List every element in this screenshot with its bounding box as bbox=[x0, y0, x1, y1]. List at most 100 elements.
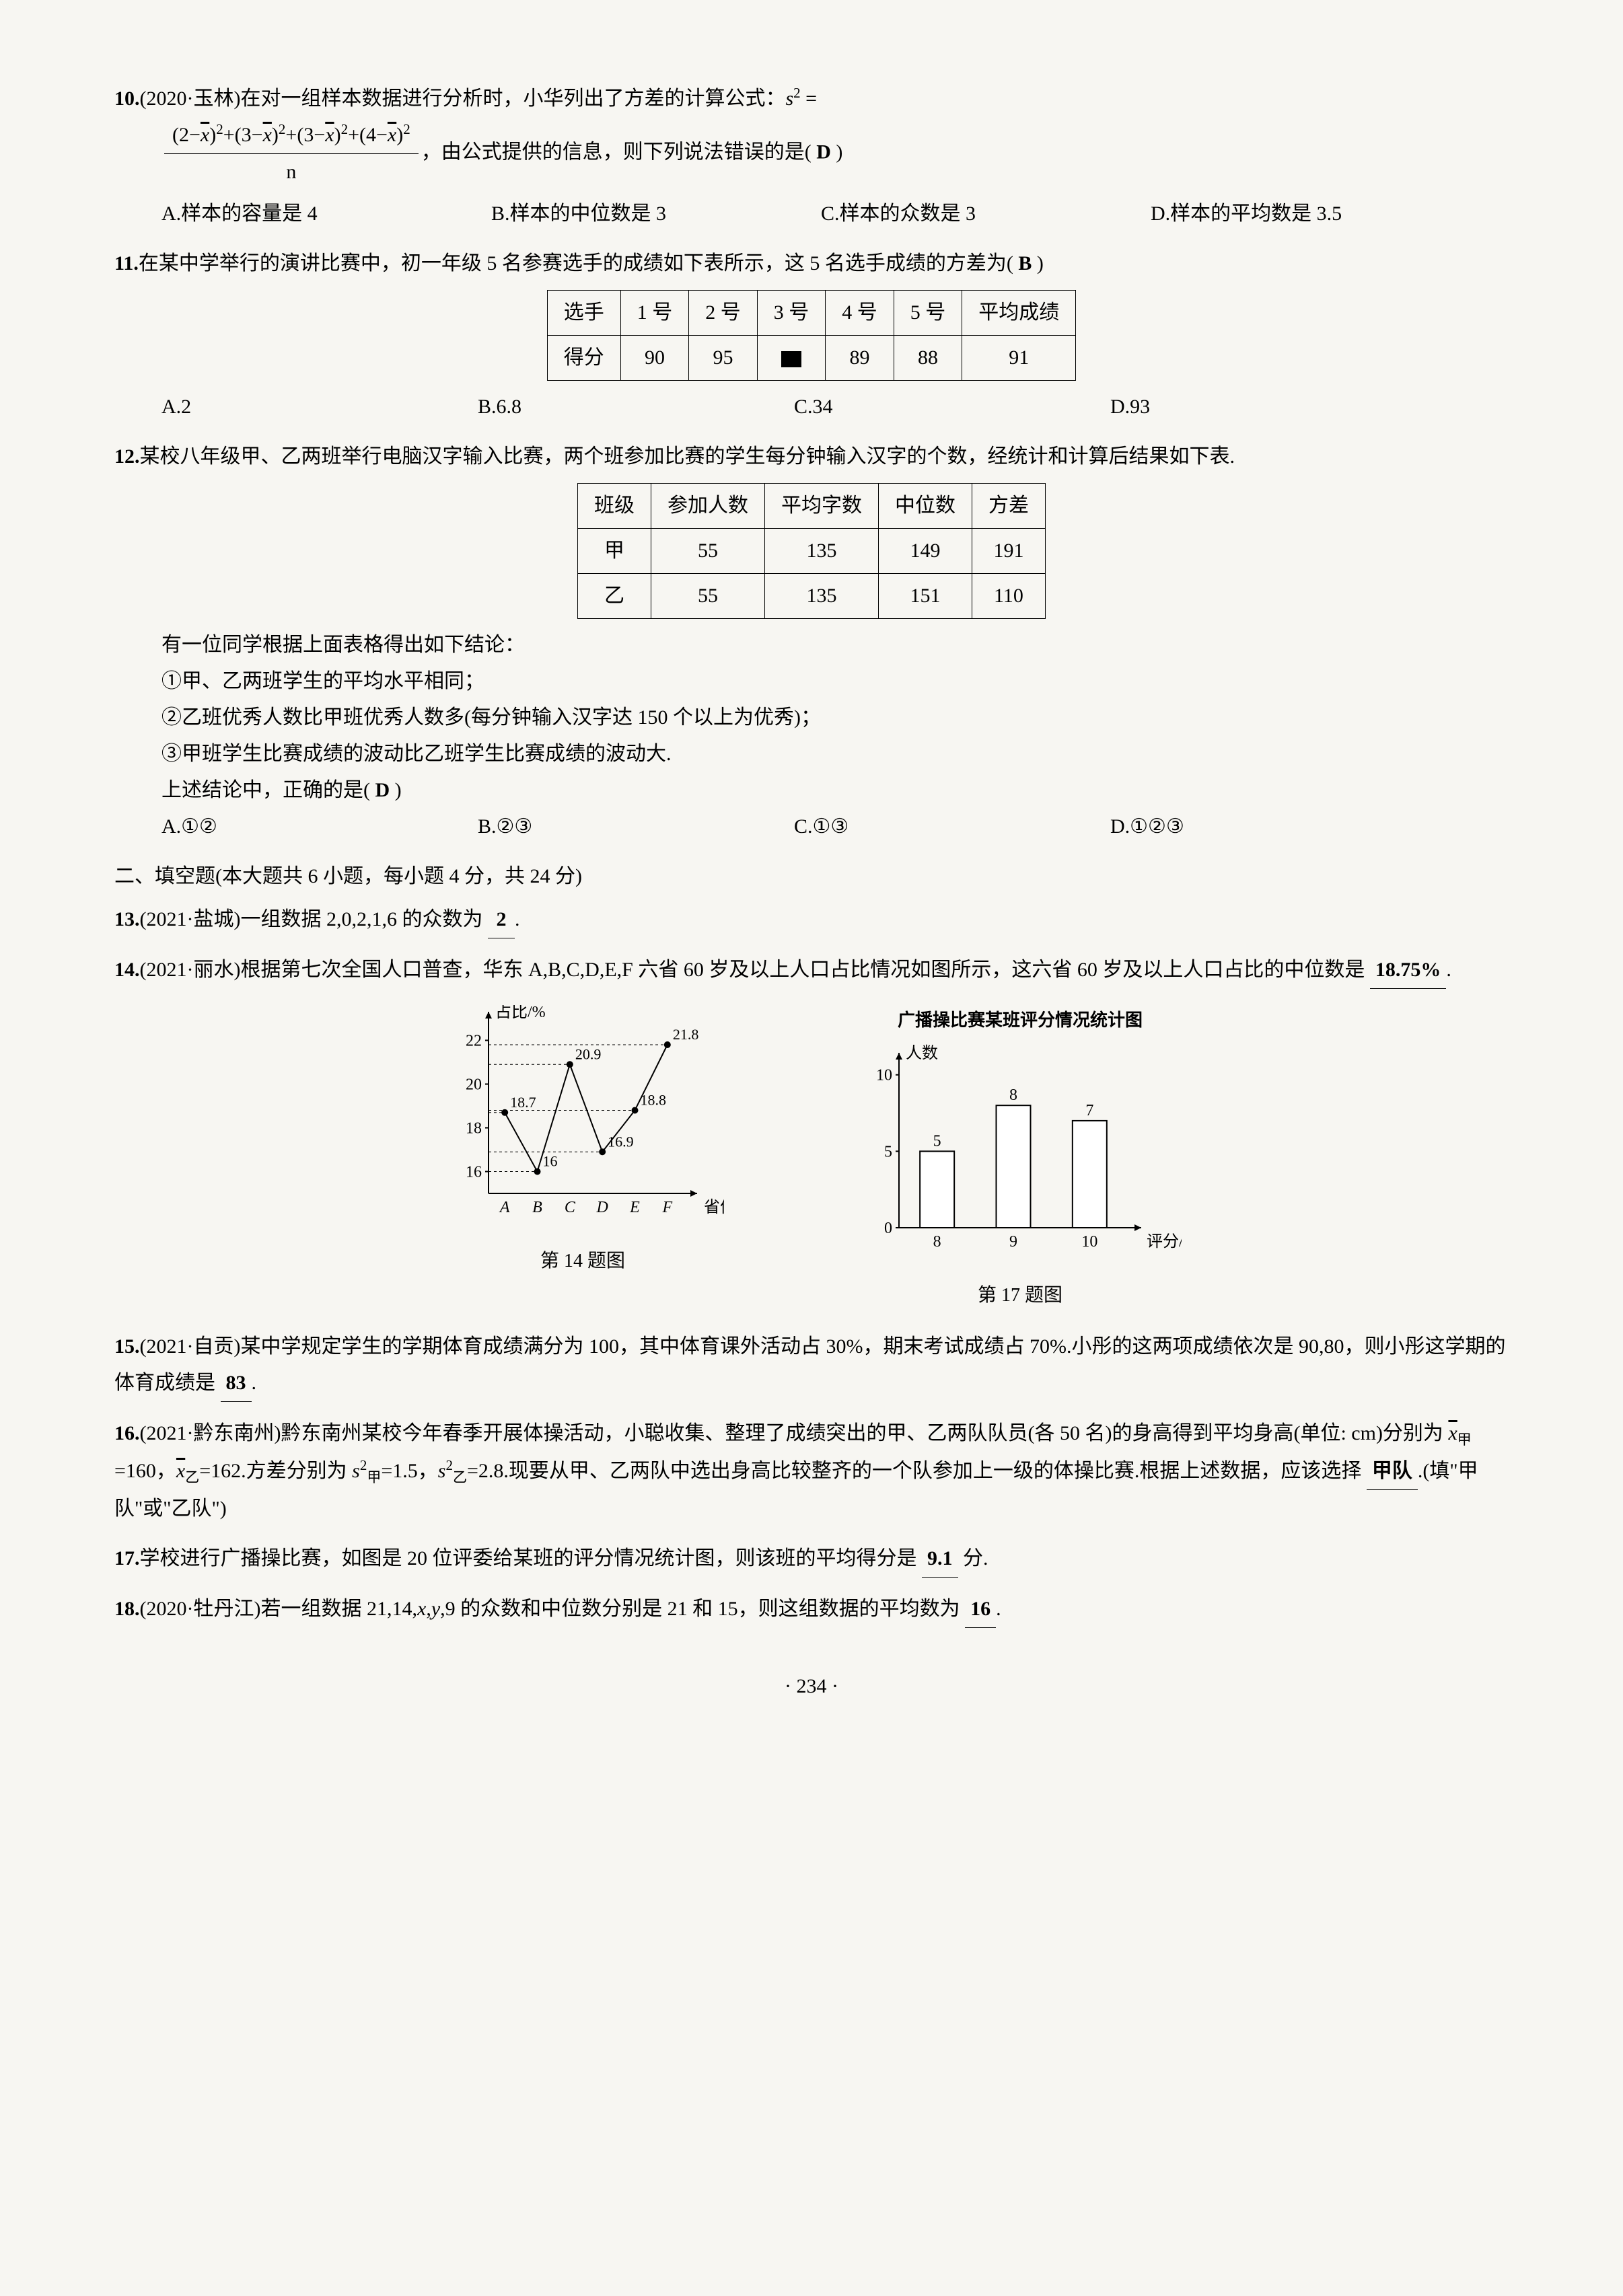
svg-text:21.8: 21.8 bbox=[673, 1026, 699, 1043]
svg-text:A: A bbox=[499, 1199, 510, 1216]
q12-line-e: 上述结论中，正确的是( D ) bbox=[114, 772, 1509, 809]
svg-text:18: 18 bbox=[466, 1120, 482, 1138]
q14-caption: 第 14 题图 bbox=[441, 1245, 724, 1278]
svg-text:省份: 省份 bbox=[704, 1198, 724, 1216]
q10-text2: ，由公式提供的信息，则下列说法错误的是( bbox=[421, 141, 812, 163]
q10-answer: D bbox=[816, 141, 831, 163]
q14-source: (2021·丽水) bbox=[140, 959, 241, 981]
q15-num: 15. bbox=[114, 1335, 140, 1358]
svg-text:占比/%: 占比/% bbox=[495, 1005, 546, 1021]
question-15: 15.(2021·自贡)某中学规定学生的学期体育成绩满分为 100，其中体育课外… bbox=[114, 1329, 1509, 1402]
q12-table-row-1: 乙 55 135 151 110 bbox=[578, 574, 1046, 619]
q14-text1: 根据第七次全国人口普查，华东 A,B,C,D,E,F 六省 60 岁及以上人口占… bbox=[240, 959, 1365, 981]
q10-frac-den: n bbox=[164, 154, 419, 190]
q12-r0c3: 149 bbox=[879, 529, 972, 574]
q16-answer: 甲队 bbox=[1367, 1453, 1418, 1490]
q12-table: 班级 参加人数 平均字数 中位数 方差 甲 55 135 149 191 乙 5… bbox=[577, 483, 1046, 619]
svg-text:8: 8 bbox=[933, 1233, 941, 1251]
svg-text:评分/分: 评分/分 bbox=[1147, 1232, 1182, 1251]
q11-line1: 11.在某中学举行的演讲比赛中，初一年级 5 名参赛选手的成绩如下表所示，这 5… bbox=[114, 246, 1509, 282]
svg-text:F: F bbox=[661, 1199, 672, 1216]
q12-optA: A.①② bbox=[161, 809, 404, 845]
q14-chart-container: 1618202218.71620.916.918.821.8ABCDEF省份占比… bbox=[441, 1005, 724, 1312]
q12-th-0: 班级 bbox=[578, 484, 651, 529]
section-2-title: 二、填空题(本大题共 6 小题，每小题 4 分，共 24 分) bbox=[114, 858, 1509, 895]
q11-th-6: 平均成绩 bbox=[962, 291, 1076, 336]
q10-fraction: (2−x)2+(3−x)2+(3−x)2+(4−x)2 n bbox=[164, 117, 419, 190]
q14-answer: 18.75% bbox=[1370, 952, 1447, 989]
q11-table-header-row: 选手 1 号 2 号 3 号 4 号 5 号 平均成绩 bbox=[547, 291, 1076, 336]
svg-text:5: 5 bbox=[884, 1143, 892, 1160]
q11-options: A.2 B.6.8 C.34 D.93 bbox=[114, 389, 1509, 425]
q12-r1c1: 55 bbox=[651, 574, 765, 619]
question-17: 17.学校进行广播操比赛，如图是 20 位评委给某班的评分情况统计图，则该班的平… bbox=[114, 1541, 1509, 1578]
q11-th-2: 2 号 bbox=[689, 291, 758, 336]
q18-tail: . bbox=[996, 1598, 1001, 1620]
question-16: 16.(2021·黔东南州)黔东南州某校今年春季开展体操活动，小聪收集、整理了成… bbox=[114, 1415, 1509, 1527]
q12-r1c4: 110 bbox=[972, 574, 1046, 619]
svg-text:16.9: 16.9 bbox=[608, 1133, 634, 1150]
q12-line-d: ③甲班学生比赛成绩的波动比乙班学生比赛成绩的波动大. bbox=[114, 736, 1509, 772]
q13-text: 一组数据 2,0,2,1,6 的众数为 bbox=[240, 908, 482, 930]
q12-r0c1: 55 bbox=[651, 529, 765, 574]
q12-th-3: 中位数 bbox=[879, 484, 972, 529]
q15-tail: . bbox=[252, 1372, 257, 1394]
q10-formula-row: (2−x)2+(3−x)2+(3−x)2+(4−x)2 n ，由公式提供的信息，… bbox=[114, 117, 1509, 190]
q15-answer: 83 bbox=[221, 1365, 252, 1402]
q12-line5: 上述结论中，正确的是( bbox=[161, 779, 370, 801]
q18-text: 若一组数据 21,14,x,y,9 的众数和中位数分别是 21 和 15，则这组… bbox=[260, 1598, 960, 1620]
question-14: 14.(2021·丽水)根据第七次全国人口普查，华东 A,B,C,D,E,F 六… bbox=[114, 952, 1509, 989]
page-number: · 234 · bbox=[114, 1668, 1509, 1705]
q11-th-0: 选手 bbox=[547, 291, 620, 336]
q10-source: (2020·玉林) bbox=[140, 87, 241, 110]
q11-th-1: 1 号 bbox=[620, 291, 689, 336]
q12-table-header-row: 班级 参加人数 平均字数 中位数 方差 bbox=[578, 484, 1046, 529]
svg-text:20: 20 bbox=[466, 1076, 482, 1094]
q12-optB: B.②③ bbox=[478, 809, 720, 845]
q11-table-data-row: 得分 90 95 89 88 91 bbox=[547, 336, 1076, 381]
q11-td-4: 89 bbox=[826, 336, 894, 381]
q12-table-row-0: 甲 55 135 149 191 bbox=[578, 529, 1046, 574]
q12-line-a: 有一位同学根据上面表格得出如下结论： bbox=[114, 627, 1509, 663]
svg-text:16: 16 bbox=[466, 1164, 482, 1181]
q11-th-5: 5 号 bbox=[894, 291, 962, 336]
q12-th-1: 参加人数 bbox=[651, 484, 765, 529]
svg-text:B: B bbox=[532, 1199, 542, 1216]
q11-text2: ) bbox=[1037, 252, 1044, 274]
svg-text:10: 10 bbox=[876, 1067, 892, 1084]
svg-text:20.9: 20.9 bbox=[575, 1045, 602, 1062]
q18-num: 18. bbox=[114, 1598, 140, 1620]
q14-tail: . bbox=[1446, 959, 1451, 981]
svg-text:7: 7 bbox=[1085, 1102, 1093, 1119]
question-18: 18.(2020·牡丹江)若一组数据 21,14,x,y,9 的众数和中位数分别… bbox=[114, 1591, 1509, 1628]
q17-chart-title: 广播操比赛某班评分情况统计图 bbox=[859, 1005, 1182, 1037]
q10-text1: 在对一组样本数据进行分析时，小华列出了方差的计算公式： bbox=[240, 87, 785, 110]
q11-answer: B bbox=[1018, 252, 1032, 274]
q10-optC: C.样本的众数是 3 bbox=[821, 196, 1151, 232]
q18-answer: 16 bbox=[965, 1591, 996, 1628]
q12-answer: D bbox=[375, 779, 390, 801]
q12-line-b: ①甲、乙两班学生的平均水平相同； bbox=[114, 663, 1509, 700]
q12-th-4: 方差 bbox=[972, 484, 1046, 529]
svg-text:22: 22 bbox=[466, 1033, 482, 1050]
q12-optC: C.①③ bbox=[794, 809, 1036, 845]
q11-optC: C.34 bbox=[794, 389, 1036, 425]
q12-r0c2: 135 bbox=[765, 529, 879, 574]
q13-answer: 2 bbox=[488, 901, 515, 938]
svg-text:D: D bbox=[596, 1199, 608, 1216]
q13-num: 13. bbox=[114, 908, 140, 930]
q12-num: 12. bbox=[114, 445, 140, 468]
line-chart-q14: 1618202218.71620.916.918.821.8ABCDEF省份占比… bbox=[441, 1005, 724, 1227]
q10-optD: D.样本的平均数是 3.5 bbox=[1151, 196, 1480, 232]
q11-td-0: 得分 bbox=[547, 336, 620, 381]
svg-text:人数: 人数 bbox=[906, 1044, 938, 1062]
q11-optA: A.2 bbox=[161, 389, 404, 425]
q17-chart-container: 广播操比赛某班评分情况统计图 05105889710评分/分人数 第 17 题图 bbox=[859, 1005, 1182, 1312]
q10-text3: ) bbox=[836, 141, 842, 163]
q10-optB: B.样本的中位数是 3 bbox=[491, 196, 821, 232]
bar-chart-q17: 05105889710评分/分人数 bbox=[859, 1039, 1182, 1261]
q12-th-2: 平均字数 bbox=[765, 484, 879, 529]
q12-r1c2: 135 bbox=[765, 574, 879, 619]
q12-line1: 12.某校八年级甲、乙两班举行电脑汉字输入比赛，两个班参加比赛的学生每分钟输入汉… bbox=[114, 439, 1509, 475]
q17-caption: 第 17 题图 bbox=[859, 1279, 1182, 1312]
